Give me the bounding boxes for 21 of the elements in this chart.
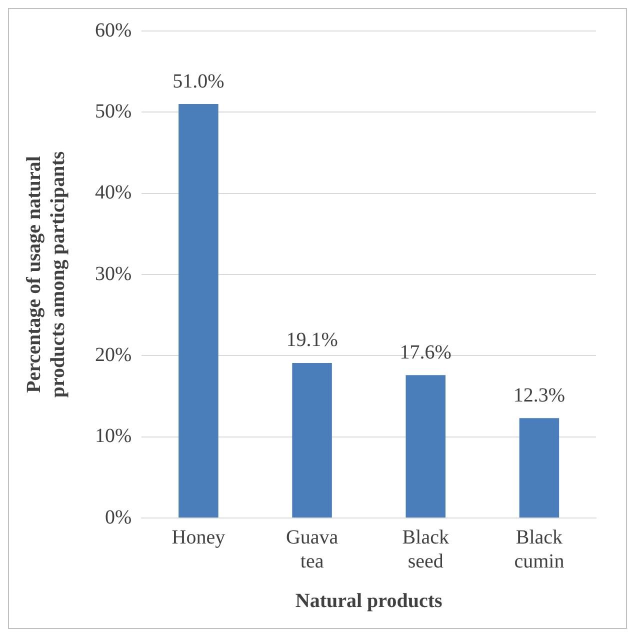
y-tick-label: 10%	[94, 425, 132, 448]
bar	[178, 104, 218, 518]
y-tick-label: 30%	[94, 262, 132, 285]
x-tick-label: Black seed	[402, 526, 449, 572]
data-label: 17.6%	[400, 341, 452, 364]
x-tick-label: Guava tea	[286, 526, 338, 572]
data-label: 51.0%	[172, 70, 224, 92]
y-axis-title: Percentage of usage natural products among participants	[23, 151, 70, 398]
bar	[406, 375, 446, 518]
bar	[292, 362, 332, 518]
data-label: 12.3%	[513, 384, 566, 406]
x-axis-title: Natural products	[295, 590, 442, 612]
y-tick-label: 20%	[94, 344, 132, 366]
y-tick-label: 40%	[94, 182, 132, 204]
x-tick-label: Black cumin	[514, 526, 564, 572]
y-tick-label: 60%	[94, 19, 132, 42]
y-tick-label: 0%	[104, 506, 132, 528]
data-label: 19.1%	[286, 329, 338, 352]
y-tick-label: 50%	[94, 100, 132, 122]
x-tick-label: Honey	[172, 526, 226, 548]
bar	[519, 418, 560, 518]
